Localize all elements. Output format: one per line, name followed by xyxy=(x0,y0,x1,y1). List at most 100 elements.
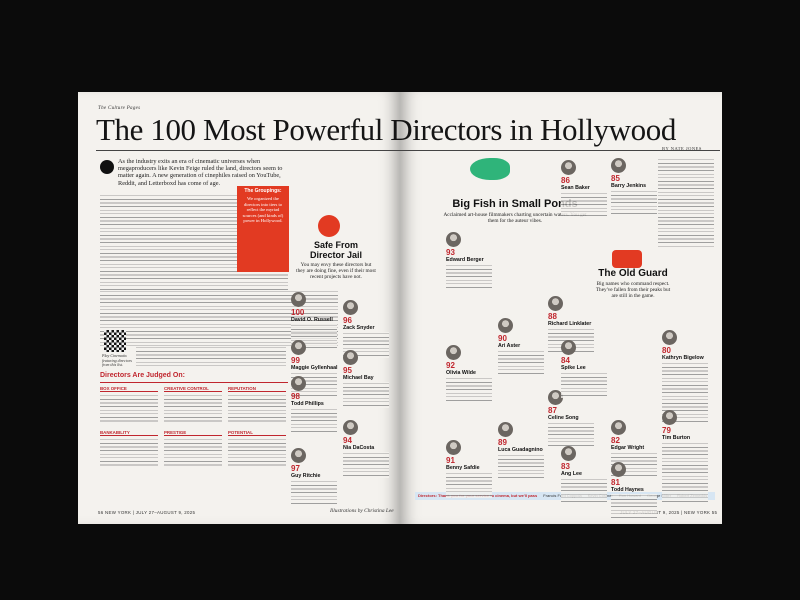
director-name: Zack Snyder xyxy=(343,325,375,331)
portrait xyxy=(548,390,563,405)
portrait xyxy=(662,330,677,345)
groupings-text: We organized the directors into tiers to… xyxy=(242,196,284,224)
portrait xyxy=(561,160,576,175)
criterion-label: Prestige xyxy=(164,430,222,436)
entry-text xyxy=(611,494,657,520)
section-subtitle: You may envy these directors but they ar… xyxy=(296,262,376,280)
director-name: Sean Baker xyxy=(561,185,590,191)
portrait xyxy=(446,345,461,360)
entry-text xyxy=(561,478,607,504)
entry-text xyxy=(561,192,607,218)
criterion-text xyxy=(100,438,158,468)
rank-number: 96 xyxy=(343,316,352,325)
qr-caption: Play Cinematix featuring directors from … xyxy=(102,353,132,368)
criterion-text xyxy=(100,394,158,424)
rank-number: 90 xyxy=(498,334,507,343)
rank-number: 98 xyxy=(291,392,300,401)
director-name: Edgar Wright xyxy=(611,445,645,451)
director-name: Nia DaCosta xyxy=(343,445,375,451)
rank-number: 89 xyxy=(498,438,507,447)
entry-text xyxy=(343,452,389,478)
criterion-text xyxy=(228,438,286,468)
section-subtitle: Acclaimed art-house filmmakers charting … xyxy=(443,212,587,224)
director-name: Guy Ritchie xyxy=(291,473,321,479)
section-label: The Culture Pages xyxy=(98,106,141,111)
intro-text: As the industry exits an era of cinemati… xyxy=(118,158,283,187)
entry-text xyxy=(446,377,492,403)
portrait xyxy=(343,420,358,435)
rank-number: 84 xyxy=(561,356,570,365)
groupings-title: The Groupings: xyxy=(244,188,282,194)
director-name: David O. Russell xyxy=(291,317,333,323)
portrait xyxy=(561,446,576,461)
illustration-credit: Illustrations by Christina Lee xyxy=(330,508,394,514)
criterion-label: Creative Control xyxy=(164,386,222,392)
portrait xyxy=(611,158,626,173)
director-name: Maggie Gyllenhaal xyxy=(291,365,338,371)
entry-text xyxy=(291,408,337,434)
footer-left: 56 New York | July 27–August 9, 2025 xyxy=(98,510,196,515)
portrait xyxy=(498,422,513,437)
director-name: Barry Jenkins xyxy=(611,183,647,189)
portrait xyxy=(291,448,306,463)
entry-text xyxy=(662,442,708,502)
rank-number: 92 xyxy=(446,361,455,370)
criterion-label: Potential xyxy=(228,430,286,436)
portrait xyxy=(548,296,563,311)
rank-number: 91 xyxy=(446,456,455,465)
director-name: Edward Berger xyxy=(446,257,484,263)
criterion-label: Box Office xyxy=(100,386,158,392)
entry-text xyxy=(611,190,657,216)
criterion-text xyxy=(164,394,222,424)
fish-illustration xyxy=(470,158,510,180)
section-icon xyxy=(318,215,340,237)
rank-number: 82 xyxy=(611,436,620,445)
director-name: Tim Burton xyxy=(662,435,691,441)
pass-name: George Miller xyxy=(647,493,672,498)
qr-code xyxy=(104,330,126,352)
entry-text xyxy=(498,454,544,480)
portrait xyxy=(561,340,576,355)
director-name: Benny Safdie xyxy=(446,465,480,471)
rank-number: 85 xyxy=(611,174,620,183)
portrait xyxy=(498,318,513,333)
director-name: Ari Aster xyxy=(498,343,521,349)
rank-number: 79 xyxy=(662,426,671,435)
rule xyxy=(96,150,720,151)
director-name: Michael Bay xyxy=(343,375,374,381)
section-subtitle: Big names who command respect. They've f… xyxy=(595,281,671,299)
footer-right: July 27–August 9, 2025 | New York 55 xyxy=(620,510,718,515)
judged-title: Directors Are Judged On: xyxy=(100,372,185,379)
director-name: Ang Lee xyxy=(561,471,582,477)
guard-icon xyxy=(612,250,642,268)
rank-number: 87 xyxy=(548,406,557,415)
director-name: Celine Song xyxy=(548,415,579,421)
criterion-label: Reputation xyxy=(228,386,286,392)
rank-number: 95 xyxy=(343,366,352,375)
director-name: Luca Guadagnino xyxy=(498,447,543,453)
rank-number: 81 xyxy=(611,478,620,487)
rank-number: 100 xyxy=(291,308,305,317)
body-text xyxy=(136,346,286,368)
arrow-icon xyxy=(100,160,114,174)
rank-number: 94 xyxy=(343,436,352,445)
entry-text xyxy=(343,382,389,408)
criterion-label: Bankability xyxy=(100,430,158,436)
portrait xyxy=(291,376,306,391)
entry-text xyxy=(498,350,544,376)
portrait xyxy=(343,350,358,365)
body-text xyxy=(658,158,714,248)
portrait xyxy=(446,440,461,455)
rank-number: 97 xyxy=(291,464,300,473)
director-name: Todd Haynes xyxy=(611,487,644,493)
section-title: Safe From Director Jail xyxy=(309,240,363,260)
entry-text xyxy=(548,422,594,448)
rank-number: 86 xyxy=(561,176,570,185)
rank-number: 93 xyxy=(446,248,455,257)
portrait xyxy=(446,232,461,247)
director-name: Kathryn Bigelow xyxy=(662,355,704,361)
rule xyxy=(100,382,288,383)
portrait xyxy=(611,420,626,435)
section-title: The Old Guard xyxy=(598,268,668,279)
